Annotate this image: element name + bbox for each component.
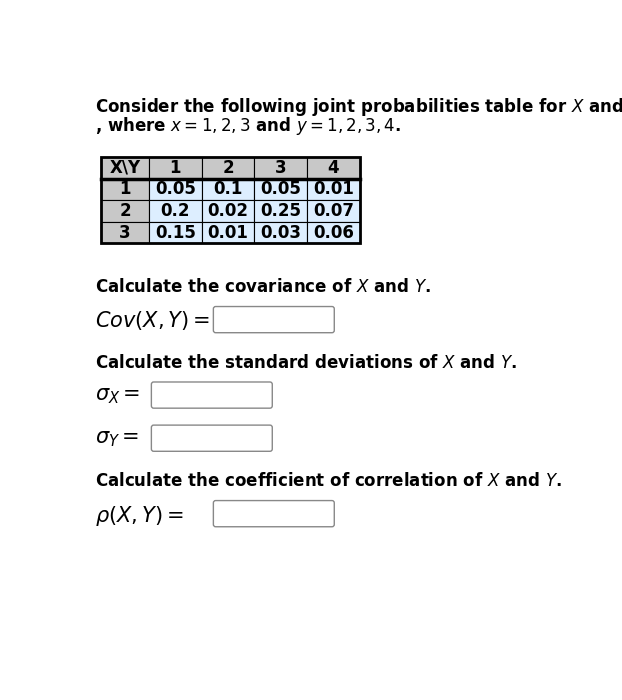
FancyBboxPatch shape [151, 382, 272, 408]
Text: 1: 1 [119, 181, 131, 199]
Bar [202, 178, 254, 200]
Bar [254, 222, 307, 244]
Bar [101, 157, 149, 178]
FancyBboxPatch shape [213, 500, 334, 526]
Bar [307, 157, 360, 178]
Bar [254, 178, 307, 200]
Text: 1: 1 [170, 159, 181, 177]
Bar [307, 200, 360, 222]
Bar [149, 178, 202, 200]
Bar [307, 178, 360, 200]
Bar [101, 157, 360, 244]
Text: Calculate the covariance of $X$ and $Y$.: Calculate the covariance of $X$ and $Y$. [95, 278, 430, 296]
Bar [101, 178, 149, 200]
Text: 0.2: 0.2 [160, 202, 190, 220]
Text: 0.15: 0.15 [155, 223, 196, 242]
Bar [149, 222, 202, 244]
Text: $\sigma_Y = $: $\sigma_Y = $ [95, 429, 139, 449]
Text: 0.01: 0.01 [208, 223, 249, 242]
Bar [149, 157, 202, 178]
Bar [202, 200, 254, 222]
Bar [149, 200, 202, 222]
Bar [202, 157, 254, 178]
Text: $\rho(X, Y) = $: $\rho(X, Y) = $ [95, 505, 183, 528]
Bar [254, 200, 307, 222]
Text: Calculate the standard deviations of $X$ and $Y$.: Calculate the standard deviations of $X$… [95, 354, 517, 372]
Text: 0.02: 0.02 [208, 202, 249, 220]
Text: 2: 2 [119, 202, 131, 220]
Text: 3: 3 [119, 223, 131, 242]
Text: X\Y: X\Y [109, 159, 141, 177]
Bar [101, 200, 149, 222]
Text: 3: 3 [275, 159, 287, 177]
Text: 0.25: 0.25 [260, 202, 301, 220]
Bar [101, 222, 149, 244]
Text: $\sigma_X = $: $\sigma_X = $ [95, 386, 140, 406]
Text: 0.05: 0.05 [261, 181, 301, 199]
Bar [254, 157, 307, 178]
Text: 0.1: 0.1 [213, 181, 243, 199]
Bar [202, 222, 254, 244]
Text: 2: 2 [222, 159, 234, 177]
Text: 0.03: 0.03 [260, 223, 301, 242]
Text: 0.06: 0.06 [313, 223, 354, 242]
Text: Calculate the coefficient of correlation of $X$ and $Y$.: Calculate the coefficient of correlation… [95, 472, 562, 490]
FancyBboxPatch shape [151, 425, 272, 452]
Text: $\mathit{Cov}(X, Y) = $: $\mathit{Cov}(X, Y) = $ [95, 309, 210, 332]
Text: , where $x = 1, 2, 3$ and $y = 1, 2, 3, 4$.: , where $x = 1, 2, 3$ and $y = 1, 2, 3, … [95, 115, 401, 136]
FancyBboxPatch shape [213, 307, 334, 332]
Bar [307, 222, 360, 244]
Text: 4: 4 [328, 159, 340, 177]
Text: Consider the following joint probabilities table for $X$ and $Y$: Consider the following joint probabiliti… [95, 97, 622, 118]
Text: 0.05: 0.05 [155, 181, 196, 199]
Text: 0.07: 0.07 [313, 202, 354, 220]
Text: 0.01: 0.01 [313, 181, 354, 199]
